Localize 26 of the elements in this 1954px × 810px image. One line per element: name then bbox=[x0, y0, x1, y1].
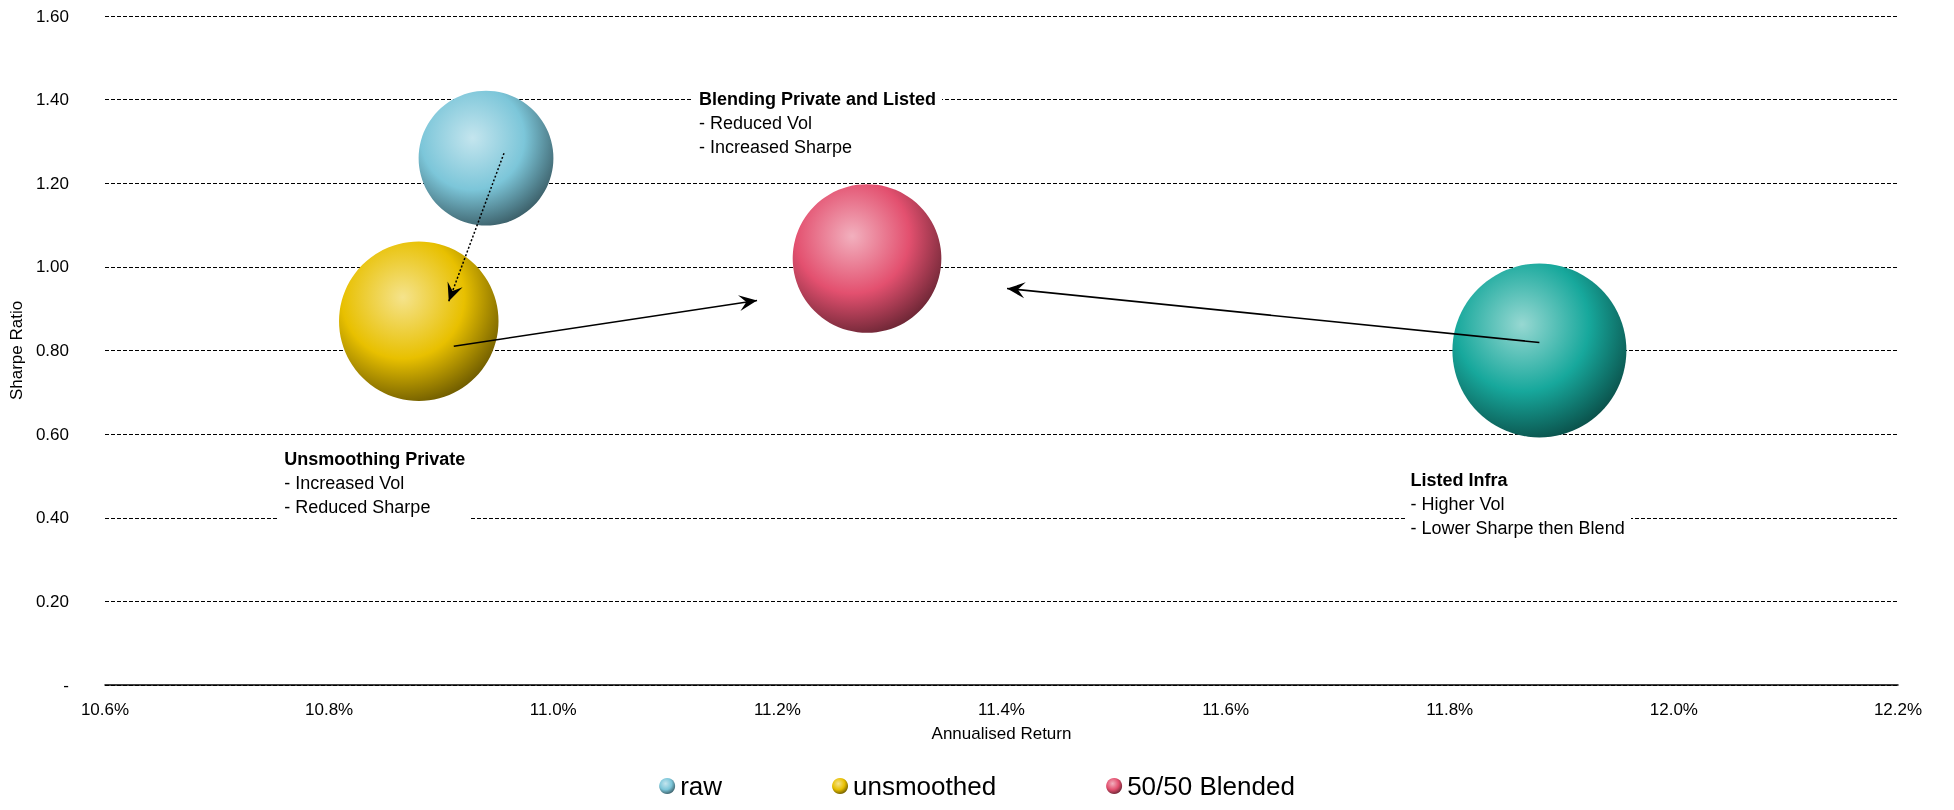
y-tick-label: 0.20 bbox=[35, 591, 69, 611]
annotation: Unsmoothing Private - Increased Vol - Reduced Sharpe bbox=[278, 446, 472, 519]
legend-label: unsmoothed bbox=[853, 771, 997, 801]
x-tick-label: 11.2% bbox=[753, 700, 801, 719]
y-tick-label: 1.00 bbox=[35, 257, 69, 277]
annotation: Blending Private and Listed - Reduced Vol - Increased Sharpe bbox=[692, 87, 942, 160]
x-tick-label: 12.0% bbox=[1649, 700, 1698, 719]
y-tick-label: 1.40 bbox=[35, 90, 69, 110]
y-tick-label: 0.80 bbox=[35, 341, 69, 360]
y-tick-label: 0.60 bbox=[35, 424, 69, 444]
x-tick-label: 11.8% bbox=[1426, 700, 1474, 719]
x-tick-label: 10.8% bbox=[305, 700, 354, 719]
x-tick-label: 11.0% bbox=[529, 700, 577, 719]
y-tick-label: 1.20 bbox=[35, 173, 69, 193]
legend-label: 50/50 Blended bbox=[1127, 771, 1295, 801]
x-axis-title: Annualised Return bbox=[931, 724, 1072, 743]
x-tick-label: 11.6% bbox=[1202, 700, 1250, 719]
y-tick-label: 1.60 bbox=[35, 6, 69, 26]
x-tick-label: 12.2% bbox=[1873, 700, 1923, 719]
annotation: Listed Infra - Higher Vol - Lower Sharpe then Blend bbox=[1404, 467, 1631, 540]
x-tick-label: 10.6% bbox=[80, 700, 130, 719]
x-tick-label: 11.4% bbox=[978, 700, 1025, 719]
legend-label: raw bbox=[680, 771, 723, 801]
y-axis-title: Sharpe Ratio bbox=[7, 300, 26, 401]
y-tick-label: - bbox=[63, 675, 69, 695]
y-tick-label: 0.40 bbox=[35, 508, 69, 528]
